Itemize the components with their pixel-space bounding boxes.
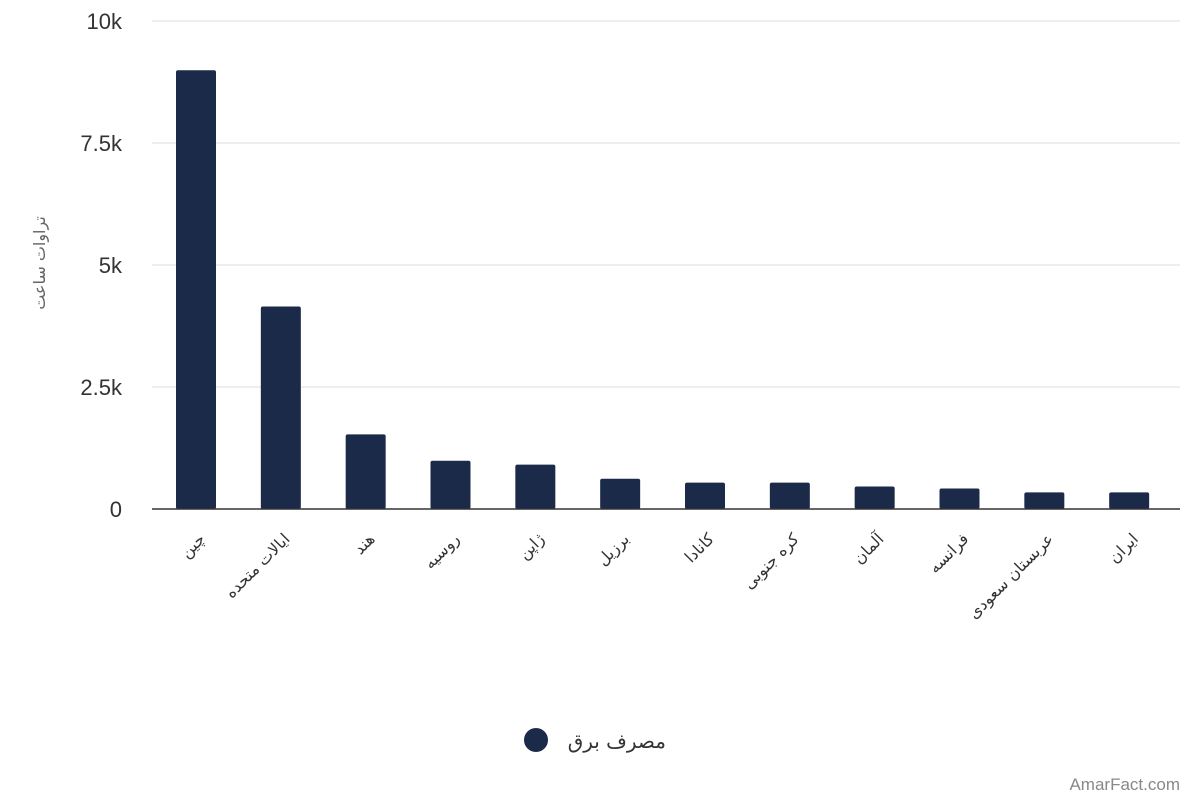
x-tick-label: ایالات متحده [221,529,294,602]
y-tick-label: 2.5k [80,375,123,400]
bar[interactable] [1109,492,1150,509]
x-tick-label: ایران [1105,529,1143,567]
y-tick-label: 7.5k [80,131,123,156]
y-axis-label: تراوات ساعت [30,216,50,310]
bar[interactable] [769,482,810,509]
x-tick-label: فرانسه [925,529,973,577]
bar[interactable] [939,488,980,509]
bar[interactable] [345,434,386,509]
x-axis-labels: چین ایالات متحده هند روسیه ژاپن برزیل کانادا کر… [176,528,1142,623]
legend[interactable]: مصرف برق [524,728,666,753]
watermark: AmarFact.com [1069,775,1180,794]
y-axis-ticks: 0 2.5k 5k 7.5k 10k [80,9,123,522]
x-tick-label: کانادا [681,529,718,566]
x-tick-label: چین [176,529,209,562]
x-tick-label: ژاپن [514,529,549,564]
bar[interactable] [1024,492,1065,509]
y-tick-label: 10k [87,9,123,34]
x-tick-label: کره جنوبی [739,529,803,593]
x-tick-label: عربستان سعودی [964,529,1058,623]
x-tick-label: هند [350,529,379,558]
legend-swatch-icon [524,728,548,752]
grid-lines [152,20,1180,388]
bar[interactable] [260,306,301,509]
x-tick-label: روسیه [420,529,464,573]
x-tick-label: آلمان [849,528,888,567]
legend-label: مصرف برق [568,729,666,753]
y-tick-label: 0 [110,497,122,522]
bar[interactable] [515,464,556,509]
bar[interactable] [176,70,216,510]
bars [176,70,1150,510]
bar[interactable] [600,478,641,509]
bar[interactable] [854,486,895,509]
x-tick-label: برزیل [593,529,634,570]
bar[interactable] [685,482,725,509]
y-tick-label: 5k [99,253,123,278]
bar[interactable] [430,460,471,509]
